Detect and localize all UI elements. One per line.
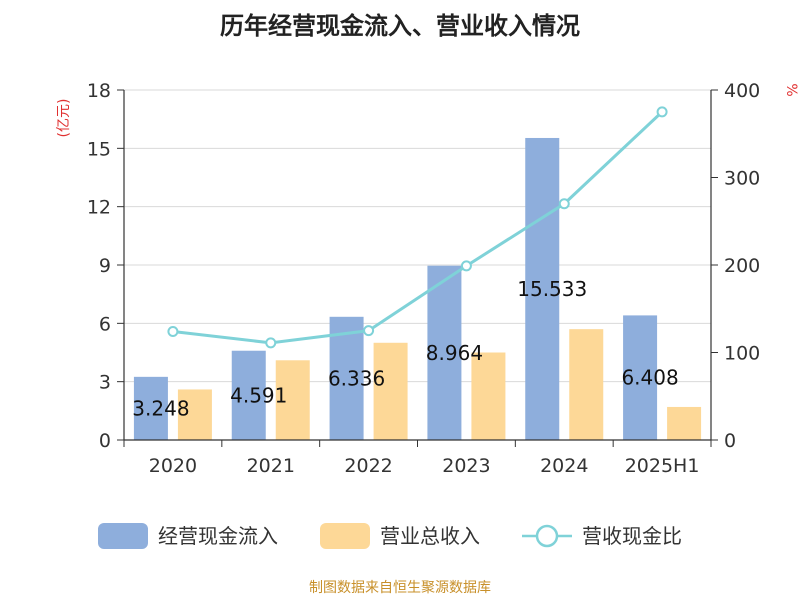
data-label: 4.591 [230,383,287,407]
data-label: 6.336 [328,366,385,390]
data-label: 15.533 [517,277,587,301]
left-tick-label: 12 [87,197,111,219]
x-tick-label: 2022 [344,455,392,477]
data-label: 3.248 [132,396,189,420]
bar-total-revenue [667,406,702,440]
bar-operating-cash-inflow [525,137,560,440]
grid-lines [124,89,711,383]
chart-title: 历年经营现金流入、营业收入情况 [220,12,580,40]
line-point [558,198,570,210]
data-label: 8.964 [426,341,483,365]
legend-swatch-operating-cash-inflow [98,523,148,549]
x-tick-label: 2020 [149,455,197,477]
left-tick-label: 15 [87,138,111,160]
line-revenue-cash-ratio [172,110,664,345]
line-point [265,337,277,349]
left-axis-unit: (亿元) [56,99,72,138]
data-labels: 3.248 4.591 6.336 8.964 15.533 6.408 [132,277,678,420]
source-note: 制图数据来自恒生聚源数据库 [309,580,491,596]
right-tick-label: 400 [724,80,760,102]
right-axis-unit: % [783,83,799,96]
left-tick-label: 18 [87,80,111,102]
bar-operating-cash-inflow [427,265,462,440]
left-tick-label: 9 [99,255,111,277]
axes: 0 3 6 9 12 15 18 0 100 200 300 400 (亿元)% 2020 2021 2022… [56,80,799,477]
left-tick-label: 6 [99,313,111,335]
bar-operating-cash-inflow [623,315,658,440]
bar-total-revenue [275,360,310,440]
legend: 经营现金流入 营业总收入 营收现金比 [98,523,682,549]
right-tick-label: 200 [724,255,760,277]
right-tick-label: 300 [724,168,760,190]
left-tick-label: 3 [99,372,111,394]
right-tick-label: 0 [724,430,736,452]
legend-label-revenue-cash-ratio: 营收现金比 [582,524,682,548]
right-tick-label: 100 [724,343,760,365]
line-point [363,325,375,337]
bar-total-revenue [569,329,604,440]
line-layer [167,106,668,349]
bar-operating-cash-inflow [329,316,364,440]
x-tick-label: 2024 [540,455,588,477]
line-point [167,326,179,337]
x-tick-label: 2025H1 [625,455,700,477]
line-point [656,106,668,118]
bar-total-revenue [471,352,506,440]
x-tick-label: 2023 [442,455,490,477]
line-point [460,260,472,272]
data-label: 6.408 [621,366,678,390]
bar-total-revenue [373,342,408,440]
bar-operating-cash-inflow [133,376,168,440]
bar-layer [133,137,702,440]
x-tick-label: 2021 [247,455,295,477]
left-tick-label: 0 [99,430,111,452]
legend-label-operating-cash-inflow: 经营现金流入 [158,524,278,548]
bar-total-revenue [177,389,212,440]
legend-label-total-revenue: 营业总收入 [380,524,480,548]
bar-operating-cash-inflow [231,350,266,440]
legend-marker-line [535,524,559,548]
legend-swatch-total-revenue [320,523,370,549]
